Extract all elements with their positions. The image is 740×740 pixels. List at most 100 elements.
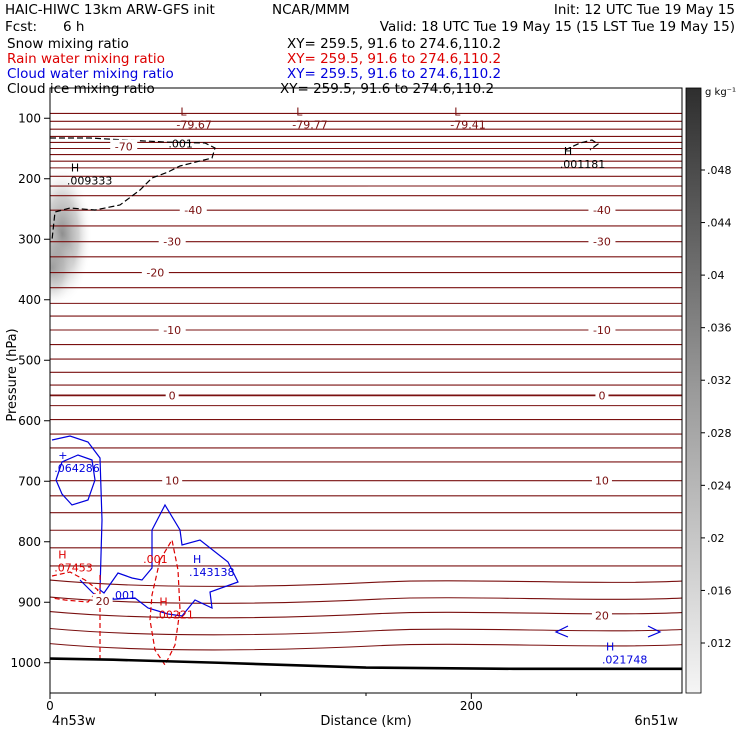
- isotherm-line: [50, 564, 682, 567]
- isotherm-line: [50, 343, 682, 346]
- isotherm-label: -10: [593, 324, 611, 337]
- field-snow-name: Snow mixing ratio: [7, 36, 129, 52]
- isotherm-label: -40: [184, 204, 202, 217]
- isotherm-label: 0: [598, 389, 605, 402]
- isotherm-label-bg: [162, 473, 183, 488]
- field-cloudwater-name: Cloud water mixing ratio: [7, 66, 174, 82]
- isotherm-label-bg: [588, 323, 616, 337]
- extremum-value: .009333: [67, 175, 113, 188]
- extremum-value: -79.67: [176, 118, 211, 131]
- isotherm-label-bg: [110, 139, 138, 154]
- isotherm-label-bg: [165, 388, 179, 403]
- cloud-water-contour-small: [647, 625, 662, 638]
- isotherm-label: -30: [593, 236, 611, 249]
- field-cloudice-name: Cloud ice mixing ratio: [7, 81, 155, 97]
- cloud-water-contour: [51, 435, 239, 617]
- isotherm-label: -70: [115, 141, 133, 154]
- isotherm-line: [50, 371, 682, 374]
- forecast-hours: 6 h: [63, 19, 84, 35]
- field-rain-name: Rain water mixing ratio: [7, 51, 165, 67]
- isotherm-line: [50, 460, 682, 463]
- colorbar-gradient: [685, 87, 702, 694]
- y-tick-label: 900: [18, 595, 41, 609]
- rain-water-contour: [51, 571, 99, 603]
- isotherm-line: [50, 394, 682, 397]
- field-cloudice-xy: XY= 259.5, 91.6 to 274.6,110.2: [280, 81, 494, 97]
- field-snow-xy: XY= 259.5, 91.6 to 274.6,110.2: [287, 36, 501, 52]
- isotherm-line: [50, 479, 682, 482]
- colorbar-tick-label: .032: [707, 374, 732, 387]
- contour-value-label: .001: [111, 589, 136, 602]
- isotherm-line: [50, 358, 682, 361]
- isotherm-label: 20: [96, 595, 110, 608]
- cloud-water-contour-inner: [55, 454, 96, 506]
- isotherm-line: [50, 384, 682, 387]
- rain-water-contour: [149, 538, 181, 667]
- isotherm-line: [50, 511, 682, 514]
- contour-value-label: .001: [143, 553, 168, 566]
- isotherm-line: [50, 209, 682, 212]
- isotherm-line: [50, 185, 682, 187]
- contour-value-label: .001: [168, 137, 193, 150]
- isotherm-label: 0: [169, 389, 176, 402]
- right-endpoint-label: 6n51w: [634, 714, 678, 729]
- isotherm-line: [50, 255, 682, 258]
- forecast-label: Fcst:: [5, 19, 37, 35]
- isotherm-label-bg: [92, 594, 113, 609]
- isotherm-line: [50, 315, 682, 318]
- isotherm-label: -40: [593, 204, 611, 217]
- isotherm-label-bg: [588, 234, 616, 249]
- extrema-labels: L-79.67L-79.77L-79.41H.001181H.009333+.0…: [54, 105, 647, 666]
- extremum-value: .064286: [54, 462, 100, 475]
- isotherm-line: [50, 194, 682, 197]
- cloud-ice-contour-small: [564, 139, 600, 151]
- isotherm-label-bg: [595, 388, 609, 403]
- isotherm-line: [50, 240, 682, 243]
- extremum-mark: H: [606, 641, 614, 654]
- header: HAIC-HIWC 13km ARW-GFS init NCAR/MMM Ini…: [5, 2, 735, 35]
- isotherm-labels: -70 -40 -40 -30 -30 -20 -10 -10 0 0 10 10 20 20: [92, 139, 616, 623]
- isotherm-label: 10: [595, 475, 609, 488]
- field-rain-xy: XY= 259.5, 91.6 to 274.6,110.2: [287, 51, 501, 67]
- colorbar-tick-label: .036: [707, 322, 732, 335]
- extremum-mark: L: [180, 105, 187, 118]
- y-tick-label: 700: [18, 474, 41, 488]
- colorbar-tick-label: .012: [707, 637, 732, 650]
- x-axis: 0 200: [46, 693, 578, 713]
- contour-labels: .001 .001 .001: [111, 137, 192, 602]
- isotherm-line: [50, 147, 682, 150]
- valid-time: Valid: 18 UTC Tue 19 May 15 (15 LST Tue …: [380, 19, 735, 35]
- isotherm-label-bg: [591, 608, 612, 623]
- colorbar: g kg⁻¹ .048 .044 .04 .036 .032 .028 .024 .02 .01…: [685, 87, 736, 694]
- field-cloudwater-xy: XY= 259.5, 91.6 to 274.6,110.2: [287, 66, 501, 82]
- extremum-mark: H: [564, 145, 572, 158]
- isotherm-line: [50, 224, 682, 227]
- isotherm-label-bg: [158, 234, 186, 249]
- colorbar-tick-label: .04: [707, 269, 725, 282]
- colorbar-tick-label: .02: [707, 532, 725, 545]
- isotherm-label-bg: [588, 203, 616, 218]
- isotherm-line: [50, 135, 682, 138]
- mixing-ratio-contours: [50, 137, 662, 667]
- y-tick-label: 300: [18, 232, 41, 246]
- isotherm-label-bg: [141, 265, 169, 280]
- isotherm-label: -30: [163, 236, 181, 249]
- isotherm-line: [50, 446, 682, 449]
- extremum-value: .00221: [155, 608, 194, 621]
- isotherm-line: [50, 175, 682, 178]
- isotherm-line: [50, 302, 682, 305]
- isotherm-line: [50, 286, 682, 289]
- isotherm-line: [50, 271, 682, 274]
- institution: NCAR/MMM: [272, 2, 350, 18]
- ground-surface: [50, 657, 682, 671]
- isotherm-line: [50, 433, 682, 436]
- x-tick-label: 0: [46, 699, 54, 713]
- y-tick-label: 1000: [10, 656, 41, 670]
- extremum-mark: H: [193, 553, 201, 566]
- isotherm-label: 20: [595, 610, 609, 623]
- y-tick-label: 500: [18, 353, 41, 367]
- colorbar-tick-label: .028: [707, 427, 732, 440]
- isotherm-line: [50, 596, 682, 604]
- extremum-value: .001181: [560, 158, 606, 171]
